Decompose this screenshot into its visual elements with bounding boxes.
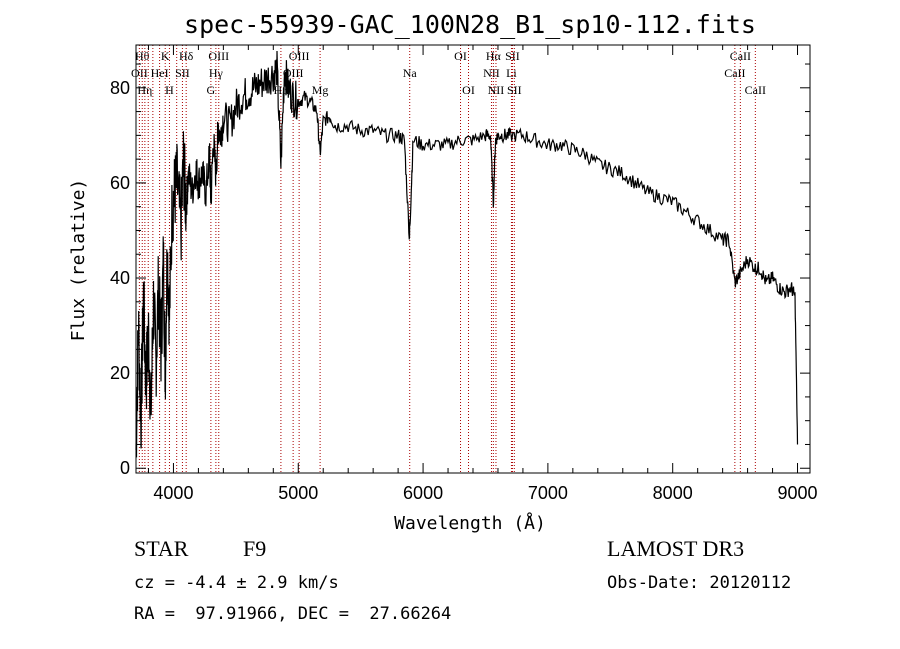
spectral-line-label: NII [488, 83, 505, 97]
spectral-line-label: SII [175, 66, 190, 80]
y-axis-label: Flux (relative) [68, 179, 89, 342]
spectral-line-label: Na [403, 66, 418, 80]
spectral-line-label: K [161, 49, 170, 63]
spectral-line-label: Hθ [135, 49, 150, 63]
spectral-line-label: CaII [745, 83, 766, 97]
x-tick-label: 8000 [653, 483, 693, 503]
object-class: STAR [134, 536, 189, 561]
x-tick-label: 5000 [278, 483, 318, 503]
y-tick-label: 80 [110, 78, 130, 98]
chart-title: spec-55939-GAC_100N28_B1_sp10-112.fits [184, 10, 756, 39]
x-axis-label: Wavelength (Å) [394, 512, 546, 534]
spectral-line-label: OIII [289, 49, 310, 63]
spectral-lines-layer: OIIHθHηHeIKHSIIHδGHγOIIIHβOIIIOIIIMgNaOI… [131, 45, 766, 473]
y-tick-label: 40 [110, 268, 130, 288]
spectral-line-label: H [165, 83, 174, 97]
spectral-line-label: Mg [312, 83, 329, 97]
x-tick-label: 4000 [153, 483, 193, 503]
spectral-line-label: Hη [137, 83, 152, 97]
spectral-line-label: NII [483, 66, 500, 80]
spectral-line-label: Hδ [179, 49, 194, 63]
observation-date: Obs-Date: 20120112 [607, 573, 792, 593]
y-tick-label: 60 [110, 173, 130, 193]
spectral-line-label: Hα [486, 49, 502, 63]
spectral-line-label: Li [506, 66, 517, 80]
spectral-line-label: HeI [151, 66, 169, 80]
survey-name: LAMOST DR3 [607, 536, 745, 561]
x-tick-label: 9000 [777, 483, 817, 503]
spectral-line-label: OI [462, 83, 475, 97]
series-layer [135, 50, 799, 458]
redshift-velocity: cz = -4.4 ± 2.9 km/s [134, 573, 339, 593]
spectral-line-label: Hγ [209, 66, 224, 80]
x-tick-label: 7000 [528, 483, 568, 503]
spectral-line-label: CaII [730, 49, 751, 63]
y-tick-label: 20 [110, 363, 130, 383]
spectral-line-label: OI [454, 49, 467, 63]
object-subclass: F9 [243, 536, 267, 561]
spectral-line-label: OII [131, 66, 148, 80]
spectral-line-label: OIII [208, 49, 229, 63]
y-tick-label: 0 [120, 458, 130, 478]
spectral-line-label: SII [505, 49, 520, 63]
spectral-line-label: SII [507, 83, 522, 97]
spectral-line-label: G [207, 83, 216, 97]
x-tick-label: 6000 [403, 483, 443, 503]
spectral-line-label: CaII [724, 66, 745, 80]
flux-series-line [135, 50, 799, 458]
axes-layer: 4000 5000 6000 7000 8000 9000 0 20 40 60 80 [110, 44, 818, 503]
coordinates: RA = 97.91966, DEC = 27.66264 [134, 604, 452, 624]
